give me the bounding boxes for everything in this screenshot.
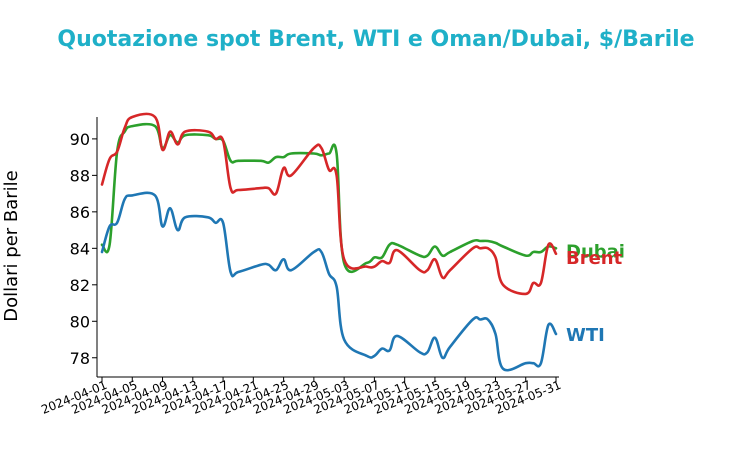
series-line-brent bbox=[100, 112, 558, 296]
series-label-dubai: Dubai bbox=[566, 241, 625, 262]
series-label-brent: Brent bbox=[566, 248, 623, 269]
y-tick-label: 86 bbox=[70, 203, 90, 222]
y-tick-label: 80 bbox=[70, 312, 90, 331]
chart-title: Quotazione spot Brent, WTI e Oman/Dubai,… bbox=[57, 27, 694, 52]
y-axis-label: Dollari per Barile bbox=[1, 170, 22, 322]
y-tick-label: 78 bbox=[70, 349, 90, 368]
series-label-wti: WTI bbox=[566, 325, 605, 346]
y-tick-label: 84 bbox=[70, 239, 90, 258]
series-line-wti bbox=[100, 191, 558, 372]
series-line-dubai bbox=[100, 122, 558, 274]
y-tick-label: 90 bbox=[70, 130, 90, 149]
y-tick-label: 88 bbox=[70, 166, 90, 185]
x-ticks: 2024-04-012024-04-052024-04-092024-04-13… bbox=[39, 377, 563, 417]
y-ticks: 78 80 82 84 86 88 90 bbox=[70, 130, 97, 368]
axes bbox=[96, 117, 559, 378]
series-lines bbox=[100, 112, 558, 372]
y-tick-label: 82 bbox=[70, 276, 90, 295]
